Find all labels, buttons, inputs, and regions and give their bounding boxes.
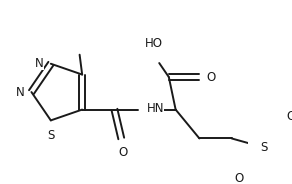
Text: O: O bbox=[286, 110, 292, 123]
Text: O: O bbox=[206, 71, 215, 84]
Text: HO: HO bbox=[145, 37, 163, 50]
Text: O: O bbox=[234, 172, 244, 184]
Text: O: O bbox=[118, 146, 128, 159]
Text: S: S bbox=[260, 141, 268, 154]
Text: S: S bbox=[47, 128, 55, 141]
Text: N: N bbox=[35, 57, 44, 70]
Text: HN: HN bbox=[147, 102, 164, 115]
Text: N: N bbox=[16, 86, 25, 99]
